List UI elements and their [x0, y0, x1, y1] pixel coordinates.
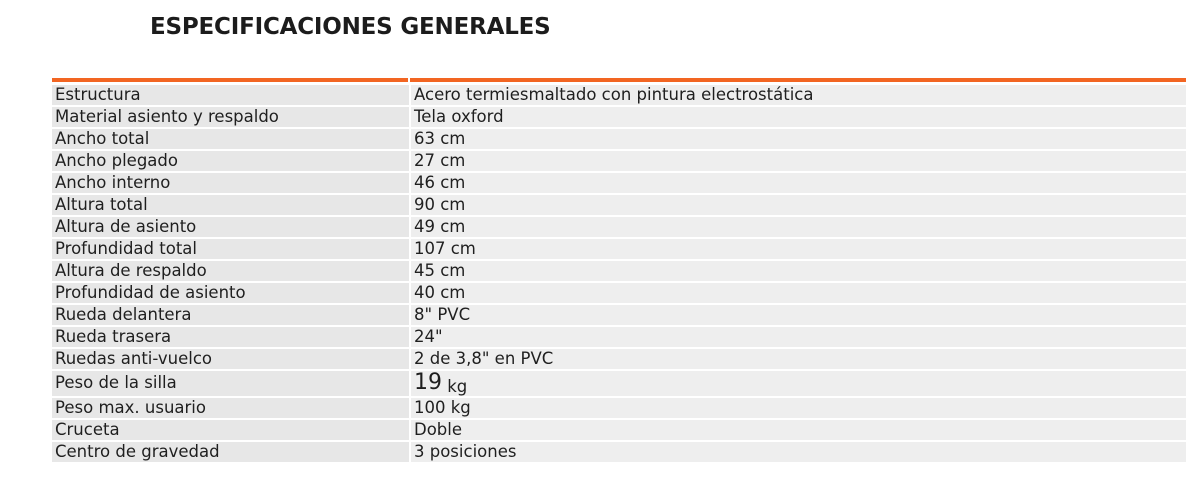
spec-label: Cruceta [52, 419, 411, 441]
spec-value: 27 cm [410, 150, 1186, 172]
spec-label: Altura total [52, 194, 411, 216]
table-row: Ruedas anti-vuelco 2 de 3,8" en PVC [52, 348, 1186, 370]
table-row: Estructura Acero termiesmaltado con pint… [52, 85, 1186, 106]
spec-label: Altura de asiento [52, 216, 411, 238]
table-row: Profundidad total 107 cm [52, 238, 1186, 260]
table-row: Cruceta Doble [52, 419, 1186, 441]
spec-value: 90 cm [410, 194, 1186, 216]
table-row: Rueda delantera 8" PVC [52, 304, 1186, 326]
spec-value: 100 kg [410, 397, 1186, 419]
table-row: Centro de gravedad 3 posiciones [52, 441, 1186, 463]
spec-label: Ancho plegado [52, 150, 411, 172]
table-row: Ancho interno 46 cm [52, 172, 1186, 194]
spec-value: Doble [410, 419, 1186, 441]
table-row: Rueda trasera 24" [52, 326, 1186, 348]
table-row: Ancho plegado 27 cm [52, 150, 1186, 172]
specifications-table: Estructura Acero termiesmaltado con pint… [52, 85, 1186, 464]
spec-label: Profundidad total [52, 238, 411, 260]
table-row: Peso max. usuario 100 kg [52, 397, 1186, 419]
spec-value: 49 cm [410, 216, 1186, 238]
spec-value: Acero termiesmaltado con pintura electro… [410, 85, 1186, 106]
spec-value: 107 cm [410, 238, 1186, 260]
table-row: Altura de respaldo 45 cm [52, 260, 1186, 282]
spec-value: 45 cm [410, 260, 1186, 282]
spec-value: 3 posiciones [410, 441, 1186, 463]
spec-value-unit: kg [447, 377, 468, 396]
spec-value: 40 cm [410, 282, 1186, 304]
spec-label: Estructura [52, 85, 411, 106]
table-row: Material asiento y respaldo Tela oxford [52, 106, 1186, 128]
spec-value: 24" [410, 326, 1186, 348]
table-row: Profundidad de asiento 40 cm [52, 282, 1186, 304]
spec-value: 19 kg [410, 370, 1186, 397]
page-title: ESPECIFICACIONES GENERALES [150, 14, 551, 40]
spec-label: Altura de respaldo [52, 260, 411, 282]
spec-label: Rueda trasera [52, 326, 411, 348]
table-header-bar-right [410, 78, 1186, 82]
spec-label: Peso de la silla [52, 370, 411, 397]
spec-label: Rueda delantera [52, 304, 411, 326]
table-row: Altura de asiento 49 cm [52, 216, 1186, 238]
spec-value: 8" PVC [410, 304, 1186, 326]
table-row: Altura total 90 cm [52, 194, 1186, 216]
spec-label: Profundidad de asiento [52, 282, 411, 304]
spec-label: Ruedas anti-vuelco [52, 348, 411, 370]
spec-value: 63 cm [410, 128, 1186, 150]
spec-value: 46 cm [410, 172, 1186, 194]
spec-label: Centro de gravedad [52, 441, 411, 463]
spec-label: Material asiento y respaldo [52, 106, 411, 128]
spec-label: Peso max. usuario [52, 397, 411, 419]
table-header-bar-left [52, 78, 408, 82]
spec-label: Ancho interno [52, 172, 411, 194]
spec-label: Ancho total [52, 128, 411, 150]
spec-value: 2 de 3,8" en PVC [410, 348, 1186, 370]
spec-value: Tela oxford [410, 106, 1186, 128]
spec-value-number: 19 [414, 370, 442, 395]
table-row: Ancho total 63 cm [52, 128, 1186, 150]
table-row: Peso de la silla 19 kg [52, 370, 1186, 397]
